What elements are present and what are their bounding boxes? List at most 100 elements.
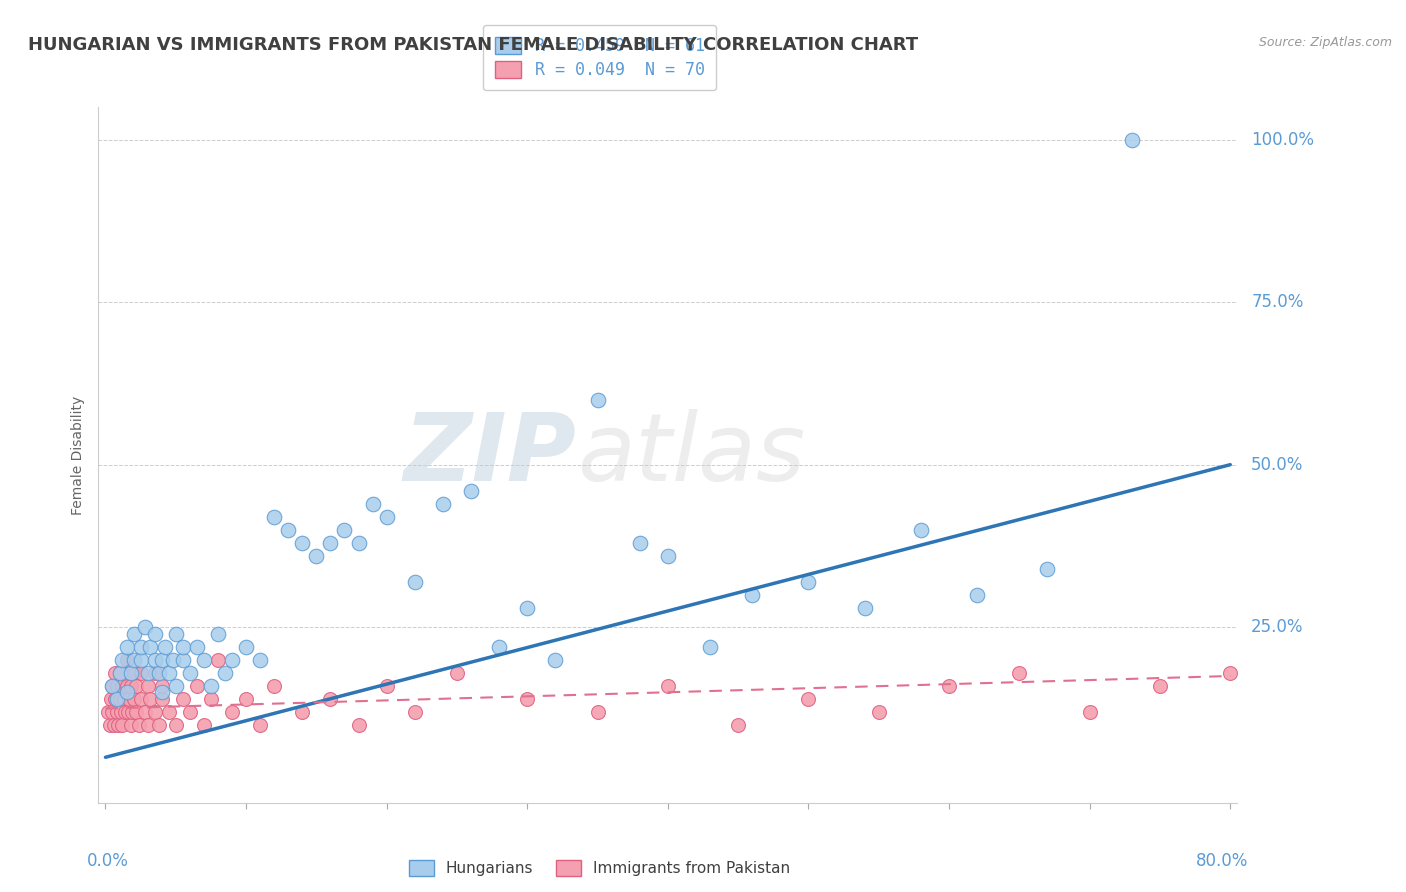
Point <box>162 653 184 667</box>
Point <box>333 523 356 537</box>
Text: atlas: atlas <box>576 409 806 500</box>
Point <box>136 679 159 693</box>
Text: 0.0%: 0.0% <box>87 852 129 870</box>
Point <box>148 665 170 680</box>
Point <box>143 626 166 640</box>
Point <box>446 665 468 680</box>
Point <box>1219 665 1241 680</box>
Point <box>111 718 134 732</box>
Point <box>263 679 285 693</box>
Point <box>319 691 342 706</box>
Point <box>128 718 150 732</box>
Point <box>657 549 679 563</box>
Point <box>134 620 156 634</box>
Point <box>291 705 314 719</box>
Point <box>129 665 152 680</box>
Point <box>586 392 609 407</box>
Point <box>153 640 176 654</box>
Point <box>139 691 162 706</box>
Point <box>157 665 180 680</box>
Point <box>98 718 121 732</box>
Point <box>1149 679 1171 693</box>
Point <box>1078 705 1101 719</box>
Point <box>120 679 142 693</box>
Point <box>129 653 152 667</box>
Point <box>966 588 988 602</box>
Point <box>853 600 876 615</box>
Point <box>136 665 159 680</box>
Point <box>868 705 890 719</box>
Point <box>121 705 143 719</box>
Point <box>1008 665 1031 680</box>
Point <box>165 626 187 640</box>
Point <box>193 718 215 732</box>
Point <box>172 691 194 706</box>
Point <box>910 523 932 537</box>
Point <box>193 653 215 667</box>
Point <box>143 705 166 719</box>
Point <box>727 718 749 732</box>
Legend: Hungarians, Immigrants from Pakistan: Hungarians, Immigrants from Pakistan <box>399 851 799 886</box>
Point <box>111 653 134 667</box>
Point <box>117 705 139 719</box>
Point <box>263 509 285 524</box>
Point <box>172 640 194 654</box>
Point <box>125 705 148 719</box>
Point <box>104 665 127 680</box>
Point <box>235 691 257 706</box>
Point <box>200 691 222 706</box>
Point <box>125 679 148 693</box>
Point <box>361 497 384 511</box>
Point <box>112 691 135 706</box>
Point <box>101 705 124 719</box>
Point <box>97 705 120 719</box>
Point <box>129 691 152 706</box>
Point <box>249 718 271 732</box>
Point <box>797 691 820 706</box>
Point <box>101 679 124 693</box>
Point <box>122 691 145 706</box>
Point <box>516 691 538 706</box>
Point <box>120 718 142 732</box>
Text: ZIP: ZIP <box>404 409 576 501</box>
Point <box>115 640 138 654</box>
Point <box>347 535 370 549</box>
Point <box>101 679 124 693</box>
Point <box>657 679 679 693</box>
Point <box>139 640 162 654</box>
Point <box>938 679 960 693</box>
Text: 100.0%: 100.0% <box>1251 130 1315 149</box>
Point <box>699 640 721 654</box>
Point <box>122 665 145 680</box>
Point <box>115 653 138 667</box>
Point <box>460 483 482 498</box>
Point <box>111 679 134 693</box>
Point <box>104 691 127 706</box>
Point <box>115 679 138 693</box>
Text: 75.0%: 75.0% <box>1251 293 1303 311</box>
Point <box>179 665 201 680</box>
Point <box>319 535 342 549</box>
Point <box>150 653 173 667</box>
Point <box>115 685 138 699</box>
Point <box>207 653 229 667</box>
Point <box>134 705 156 719</box>
Point <box>136 718 159 732</box>
Point <box>120 665 142 680</box>
Point <box>150 685 173 699</box>
Point <box>107 718 129 732</box>
Point <box>277 523 299 537</box>
Text: Source: ZipAtlas.com: Source: ZipAtlas.com <box>1258 36 1392 49</box>
Point <box>375 679 398 693</box>
Point <box>150 679 173 693</box>
Point <box>797 574 820 589</box>
Text: HUNGARIAN VS IMMIGRANTS FROM PAKISTAN FEMALE DISABILITY CORRELATION CHART: HUNGARIAN VS IMMIGRANTS FROM PAKISTAN FE… <box>28 36 918 54</box>
Point <box>1121 132 1143 146</box>
Point <box>108 665 131 680</box>
Point <box>404 705 426 719</box>
Point <box>157 705 180 719</box>
Point <box>221 705 243 719</box>
Point <box>432 497 454 511</box>
Point <box>165 679 187 693</box>
Point <box>200 679 222 693</box>
